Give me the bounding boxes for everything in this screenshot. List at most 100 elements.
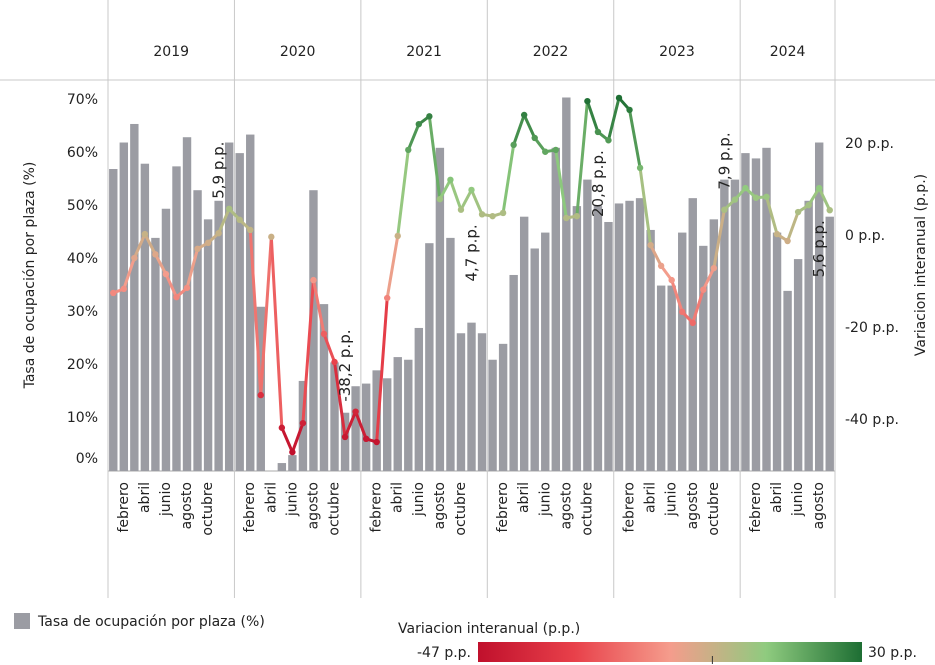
y-axis-title: Tasa de ocupación por plaza (%) bbox=[22, 162, 38, 390]
bar bbox=[783, 290, 792, 471]
line-point bbox=[731, 196, 739, 203]
bar bbox=[109, 169, 118, 472]
data-label: 20,8 p.p. bbox=[589, 150, 607, 217]
x-tick-label: octubre bbox=[200, 482, 216, 536]
y2-tick-label: -40 p.p. bbox=[845, 412, 899, 428]
x-tick-label: agosto bbox=[305, 482, 321, 529]
line-point bbox=[510, 141, 517, 149]
bar bbox=[393, 357, 402, 471]
y-tick-label: 50% bbox=[67, 198, 98, 214]
x-tick-label: abril bbox=[390, 482, 406, 513]
line-point bbox=[542, 148, 549, 155]
bar bbox=[488, 359, 497, 471]
line-segment bbox=[701, 266, 716, 292]
bar bbox=[467, 322, 476, 471]
line-point bbox=[605, 137, 612, 144]
line-point bbox=[341, 433, 349, 441]
x-tick-label: febrero bbox=[622, 482, 638, 533]
line-point bbox=[310, 276, 317, 284]
x-tick-label: junio bbox=[790, 482, 806, 517]
line-segment bbox=[406, 122, 421, 152]
y2-tick-label: -20 p.p. bbox=[845, 320, 899, 336]
line-segment bbox=[817, 186, 832, 212]
line-point bbox=[573, 212, 581, 220]
line-point bbox=[204, 239, 212, 247]
line-point bbox=[120, 285, 128, 293]
line-point bbox=[352, 408, 359, 415]
line-point bbox=[225, 205, 233, 212]
line-segment bbox=[396, 148, 410, 238]
line-point bbox=[773, 230, 781, 238]
bar bbox=[340, 412, 350, 471]
x-tick-label: febrero bbox=[242, 482, 258, 533]
line-segment bbox=[438, 178, 452, 201]
bar bbox=[604, 221, 613, 471]
line-point bbox=[615, 94, 623, 102]
line-point bbox=[173, 293, 180, 301]
y2-tick-label: 20 p.p. bbox=[845, 136, 894, 152]
bar bbox=[625, 200, 634, 471]
line-point bbox=[162, 270, 170, 278]
y-tick-label: 70% bbox=[67, 92, 98, 108]
line-point bbox=[331, 358, 338, 366]
bar bbox=[214, 200, 223, 471]
data-label: 7,9 p.p. bbox=[715, 132, 733, 189]
bar bbox=[235, 153, 244, 471]
x-tick-label: abril bbox=[263, 482, 279, 513]
line-segment bbox=[269, 235, 284, 430]
bar bbox=[446, 237, 455, 471]
x-tick-label: octubre bbox=[453, 482, 469, 536]
x-tick-label: junio bbox=[537, 482, 553, 517]
color-scale-bar bbox=[478, 642, 862, 662]
line-point bbox=[752, 194, 760, 201]
line-segment bbox=[554, 148, 568, 220]
line-point bbox=[447, 176, 454, 184]
bar bbox=[635, 198, 645, 471]
bar bbox=[709, 219, 719, 471]
line-segment bbox=[301, 278, 315, 425]
line-point bbox=[236, 216, 243, 224]
bar bbox=[762, 147, 771, 471]
bar bbox=[646, 229, 655, 471]
line-segment bbox=[132, 232, 147, 260]
line-point bbox=[478, 211, 486, 218]
line-point bbox=[584, 97, 591, 105]
bar bbox=[562, 97, 571, 472]
line-segment bbox=[385, 234, 400, 300]
line-point bbox=[289, 448, 296, 456]
bar bbox=[551, 147, 560, 471]
data-label: 4,7 p.p. bbox=[463, 224, 481, 281]
line-segment bbox=[153, 252, 168, 276]
bar bbox=[751, 158, 761, 471]
line-segment bbox=[638, 166, 653, 247]
bar bbox=[309, 190, 318, 471]
bar bbox=[288, 455, 297, 471]
bar bbox=[772, 232, 782, 471]
line-point bbox=[520, 111, 528, 119]
x-tick-label: febrero bbox=[748, 482, 764, 533]
bar bbox=[793, 259, 803, 471]
data-label: -38,2 p.p. bbox=[336, 329, 354, 401]
data-label: 5,9 p.p. bbox=[210, 142, 228, 199]
y-tick-label: 10% bbox=[67, 410, 98, 426]
bar bbox=[140, 163, 150, 471]
line-point bbox=[426, 113, 433, 120]
line-point bbox=[531, 134, 538, 142]
bar bbox=[361, 383, 371, 471]
x-tick-label: octubre bbox=[706, 482, 722, 536]
line-segment bbox=[712, 208, 726, 270]
line-point bbox=[384, 294, 391, 302]
line-segment bbox=[448, 178, 463, 212]
line-point bbox=[668, 276, 675, 284]
color-scale-min: -47 p.p. bbox=[417, 645, 471, 661]
line-point bbox=[552, 146, 559, 154]
y-tick-label: 40% bbox=[67, 251, 98, 267]
line-segment bbox=[280, 426, 294, 454]
year-label: 2019 bbox=[153, 44, 189, 60]
line-point bbox=[794, 208, 802, 216]
line-point bbox=[278, 424, 286, 431]
bar bbox=[319, 304, 329, 471]
line-point bbox=[141, 230, 149, 238]
bar bbox=[667, 285, 676, 471]
line-point bbox=[457, 206, 465, 213]
